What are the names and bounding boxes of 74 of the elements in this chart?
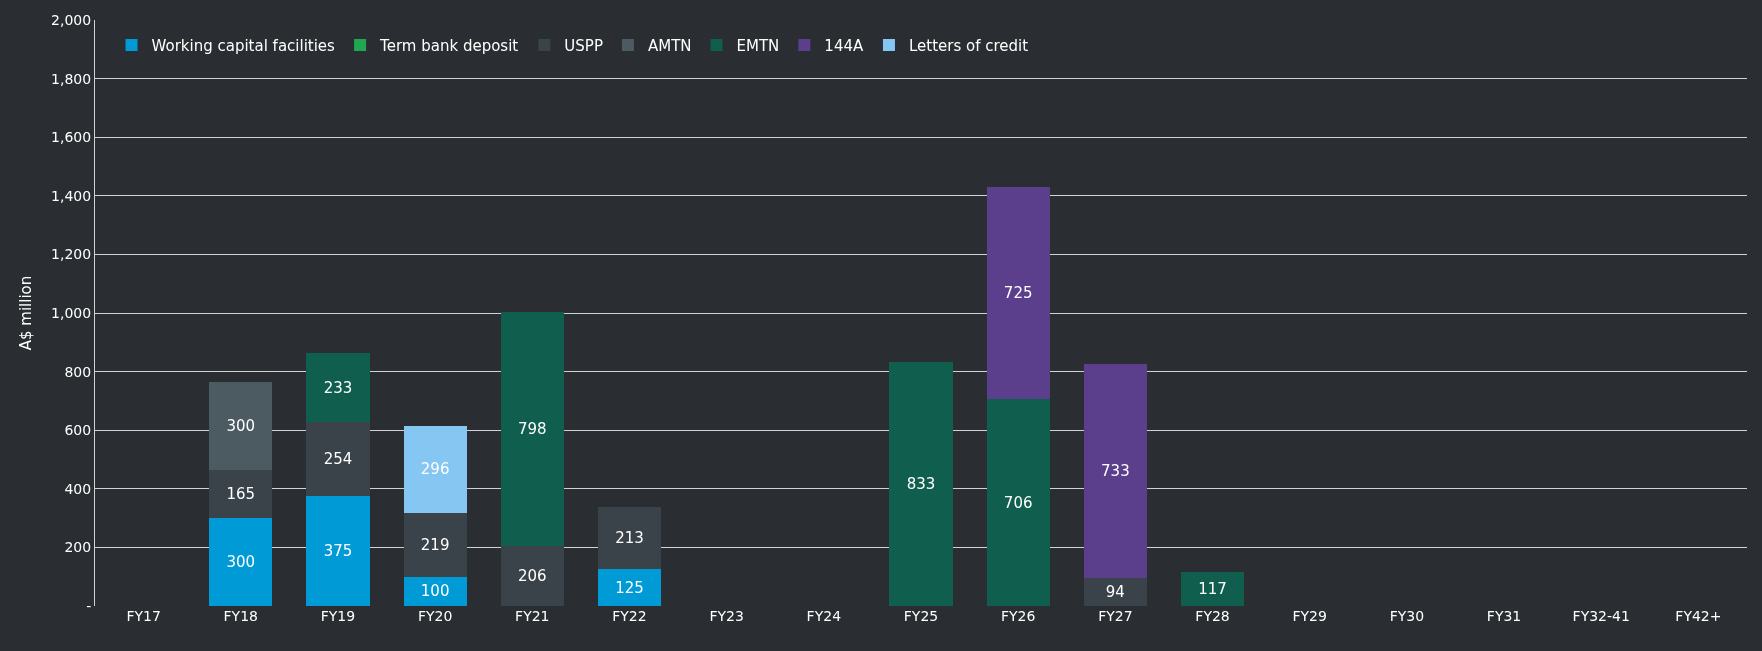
- y-tick-label: 2,000: [51, 11, 92, 28]
- x-tick-label: FY31: [1486, 608, 1522, 624]
- data-label: 233: [323, 378, 353, 397]
- bar: [500, 545, 564, 606]
- x-tick-label: FY19: [320, 608, 356, 624]
- y-tick-label: 1,200: [51, 246, 92, 263]
- bar: [306, 353, 370, 422]
- data-label: 206: [517, 566, 547, 585]
- legend-label: Term bank deposit: [379, 36, 519, 55]
- bar: [597, 506, 662, 570]
- data-label: 375: [323, 542, 353, 561]
- data-label: 725: [1003, 283, 1033, 302]
- data-label: 117: [1198, 579, 1227, 598]
- data-label: 706: [1003, 493, 1033, 512]
- bar: [306, 496, 370, 606]
- data-label: 300: [226, 553, 256, 572]
- legend-label: Working capital facilities: [151, 36, 336, 55]
- data-label: 798: [517, 419, 547, 438]
- x-tick-label: FY21: [515, 608, 550, 624]
- data-label: 296: [420, 460, 450, 479]
- x-tick-label: FY20: [417, 608, 453, 624]
- y-tick-label: 200: [64, 539, 92, 556]
- bar: [306, 421, 370, 497]
- bar: [209, 469, 273, 519]
- data-label: 94: [1105, 583, 1125, 602]
- y-tick-label: 800: [64, 363, 92, 380]
- bar: [597, 569, 662, 606]
- x-tick-label: FY29: [1292, 608, 1327, 624]
- bar: [1083, 578, 1147, 606]
- legend-label: Letters of credit: [908, 36, 1029, 55]
- legend-label: AMTN: [647, 36, 692, 55]
- x-tick-label: FY18: [223, 608, 258, 624]
- y-tick-label: 1,600: [51, 129, 92, 146]
- bar: [1180, 571, 1245, 606]
- data-label: 125: [615, 578, 644, 597]
- bar: [986, 399, 1050, 606]
- x-tick-label: FY25: [903, 608, 939, 624]
- y-tick-label: 600: [64, 422, 92, 439]
- bar: [500, 311, 564, 546]
- data-label: 219: [420, 535, 450, 554]
- bar: [209, 381, 273, 470]
- data-label: 300: [226, 416, 256, 435]
- data-label: 100: [420, 582, 450, 601]
- x-tick-label: FY42+: [1675, 608, 1722, 624]
- y-tick-label: -: [86, 597, 92, 614]
- y-tick-label: 1,800: [51, 70, 92, 87]
- bar: [403, 425, 467, 513]
- bar: [209, 518, 273, 606]
- y-tick-label: 400: [64, 480, 92, 497]
- x-tick-label: FY28: [1195, 608, 1230, 624]
- data-label: 733: [1101, 462, 1130, 481]
- data-label: 833: [906, 474, 936, 493]
- bar: [403, 576, 467, 606]
- data-label: 213: [615, 529, 644, 548]
- legend-label: USPP: [564, 36, 603, 55]
- bar: [889, 361, 953, 606]
- x-tick-label: FY24: [806, 608, 842, 624]
- bar: [986, 186, 1050, 400]
- legend-label: 144A: [824, 36, 864, 55]
- y-tick-label: 1,000: [51, 304, 92, 321]
- data-label: 254: [323, 449, 353, 468]
- x-tick-label: FY32-41: [1572, 608, 1630, 624]
- x-tick-label: FY23: [709, 608, 744, 624]
- bar: [403, 512, 467, 577]
- x-tick-label: FY17: [126, 608, 161, 624]
- data-label: 165: [226, 484, 256, 503]
- x-tick-label: FY27: [1098, 608, 1133, 624]
- x-tick-label: FY22: [612, 608, 647, 624]
- y-tick-label: 1,400: [51, 187, 92, 204]
- y-axis-title: A$ million: [17, 275, 36, 351]
- x-tick-label: FY26: [1000, 608, 1036, 624]
- legend-label: EMTN: [736, 36, 780, 55]
- bar: [1083, 363, 1147, 579]
- x-tick-label: FY30: [1389, 608, 1425, 624]
